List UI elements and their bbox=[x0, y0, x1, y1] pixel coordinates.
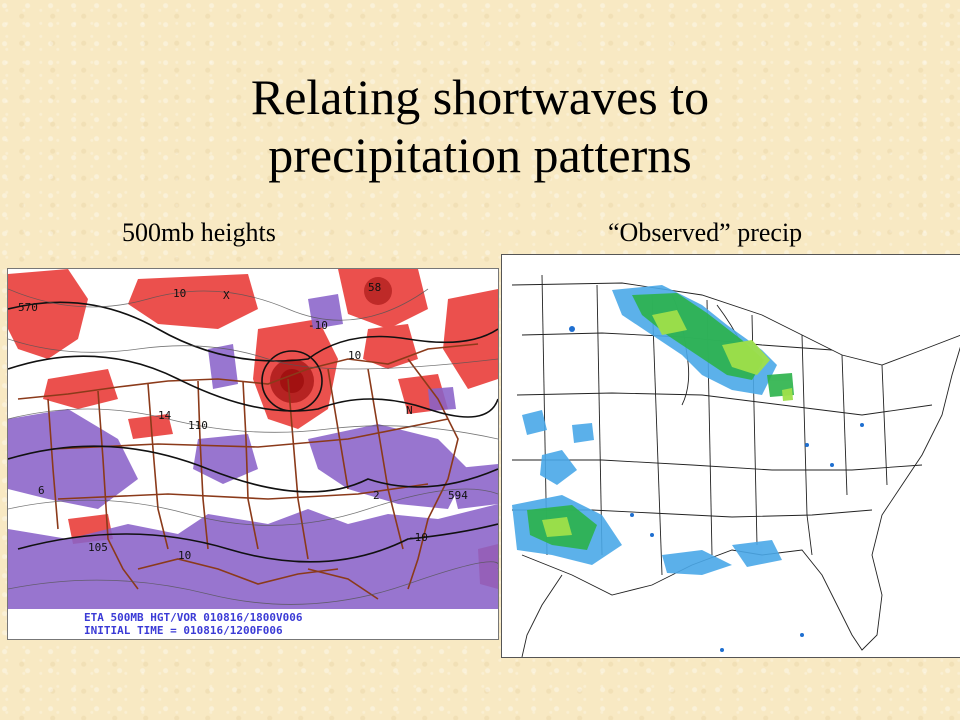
contour-label: -10 bbox=[408, 531, 428, 544]
contour-label: 10 bbox=[348, 349, 361, 362]
contour-label: 2 bbox=[373, 489, 380, 502]
heights-map-graphic: 570 10 -10 10 14 110 10 58 105 594 -10 N… bbox=[8, 269, 498, 639]
contour-label: N bbox=[406, 404, 413, 417]
precip-scattered-cells bbox=[569, 326, 864, 652]
contour-label: 110 bbox=[188, 419, 208, 432]
height-contours bbox=[8, 301, 498, 563]
contour-label: 10 bbox=[173, 287, 186, 300]
title-line-1: Relating shortwaves to bbox=[250, 69, 710, 125]
right-panel-caption: “Observed” precip bbox=[608, 218, 803, 247]
negative-vorticity-areas bbox=[8, 294, 498, 639]
precip-map-graphic bbox=[502, 255, 960, 657]
contour-label: 14 bbox=[158, 409, 172, 422]
heights-vorticity-map: 570 10 -10 10 14 110 10 58 105 594 -10 N… bbox=[7, 268, 499, 640]
contour-label: 10 bbox=[178, 549, 191, 562]
contour-labels: 570 10 -10 10 14 110 10 58 105 594 -10 N… bbox=[18, 281, 468, 562]
contour-label: 6 bbox=[38, 484, 45, 497]
vorticity-maximum bbox=[270, 277, 392, 403]
slide-title: Relating shortwaves to precipitation pat… bbox=[0, 68, 960, 184]
left-panel-caption: 500mb heights bbox=[122, 218, 276, 247]
contour-label: -10 bbox=[308, 319, 328, 332]
precip-heavy-areas bbox=[542, 310, 793, 537]
contour-label: 105 bbox=[88, 541, 108, 554]
political-borders bbox=[17, 343, 479, 600]
vorticity-contours bbox=[8, 288, 498, 605]
contour-label: 58 bbox=[368, 281, 381, 294]
contour-label: X bbox=[223, 289, 230, 302]
observed-precip-map bbox=[501, 254, 960, 658]
map-footer-line-2: INITIAL TIME = 010816/1200F006 bbox=[84, 624, 283, 637]
title-line-2: precipitation patterns bbox=[268, 127, 692, 183]
map-footer-line-1: ETA 500MB HGT/VOR 010816/1800V006 bbox=[84, 611, 303, 624]
contour-label: 570 bbox=[18, 301, 38, 314]
contour-label: 594 bbox=[448, 489, 468, 502]
